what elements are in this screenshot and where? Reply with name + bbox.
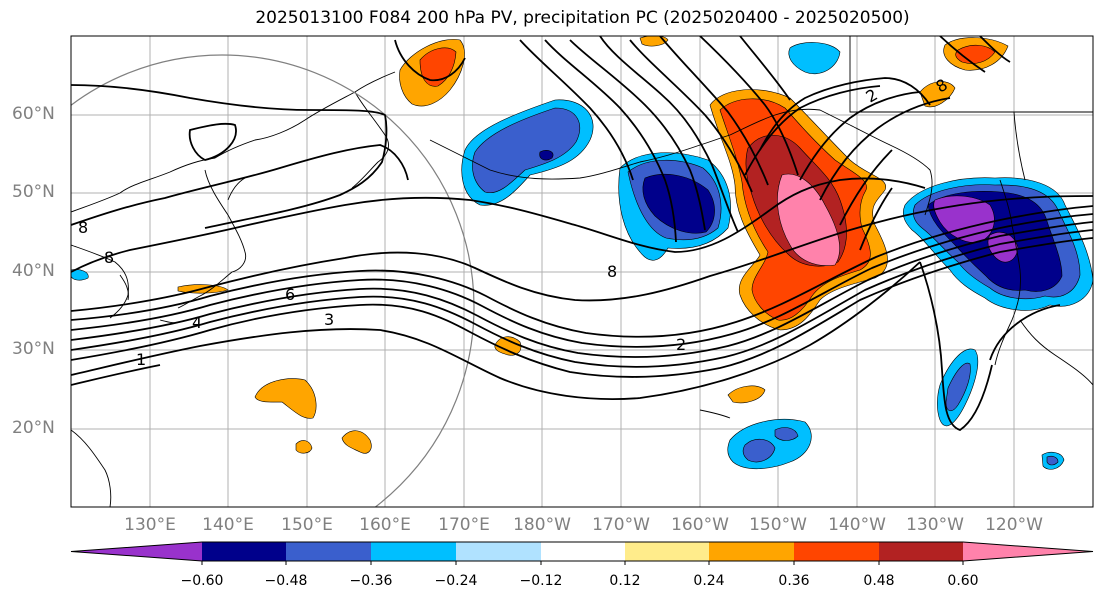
colorbar-segment [202,542,286,561]
lat-label-30n: 30°N [12,339,55,359]
colorbar-segment [456,542,541,561]
contour-label-7: 4 [192,313,202,332]
colorbar-segment [879,542,963,561]
lon-label-180w: 180°W [513,515,571,535]
colorbar-tick-label: −0.48 [264,573,308,589]
lon-label-170w: 170°W [592,515,650,535]
lon-label-150w: 150°W [749,515,807,535]
contour-label-8: 8 [78,218,88,237]
lon-label-130e: 130°E [124,515,176,535]
colorbar-tick-label: 0.48 [863,573,895,589]
colorbar-tick-label: 0.36 [778,573,810,589]
colorbar-segment [794,542,879,561]
lon-label-120w: 120°W [985,515,1043,535]
range-circle [71,54,475,507]
colorbar-segment [286,542,371,561]
contour-label-2: 2 [676,335,686,354]
lon-label-170e: 170°E [438,515,490,535]
map-frame [70,35,1094,508]
lon-label-140e: 140°E [202,515,254,535]
colorbar-tick-label: 0.60 [947,573,979,589]
lat-label-40n: 40°N [12,261,55,281]
colorbar-tick-label: −0.24 [434,573,478,589]
contour-label-9: 2 [863,85,881,107]
lat-label-20n: 20°N [12,418,55,438]
colorbar-tick-label: −0.60 [180,573,224,589]
colorbar-extend-low [71,542,202,561]
contour-label-1: 1 [136,350,146,369]
colorbar-tick-label: −0.36 [349,573,393,589]
lat-label-50n: 50°N [12,182,55,202]
lon-label-140w: 140°W [828,515,886,535]
colorbar [70,541,1094,565]
contour-label-6: 8 [104,248,114,267]
lat-label-60n: 60°N [12,104,55,124]
lon-label-150e: 150°E [281,515,333,535]
contour-label-3: 3 [324,310,334,329]
pv-contours [71,36,1093,431]
colorbar-tick-label: −0.12 [519,573,563,589]
colorbar-segment [625,542,709,561]
lon-label-160w: 160°W [671,515,729,535]
contour-label-5: 8 [607,262,617,281]
map-title: 2025013100 F084 200 hPa PV, precipitatio… [255,8,910,28]
colorbar-extend-high [963,542,1093,561]
lon-label-130w: 130°W [906,515,964,535]
colorbar-tick-label: 0.24 [693,573,725,589]
colorbar-segment [371,542,456,561]
colorbar-segment [709,542,794,561]
colorbar-tick-label: 0.12 [609,573,641,589]
contour-label-4: 6 [285,285,295,304]
colorbar-segment [541,542,625,561]
lon-label-160e: 160°E [359,515,411,535]
